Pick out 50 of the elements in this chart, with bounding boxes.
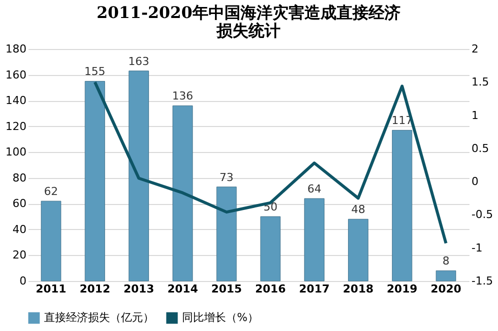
y2-tick-label: -1 xyxy=(472,241,482,254)
line-series xyxy=(93,80,448,245)
x-tick-label: 2016 xyxy=(255,282,286,296)
x-tick-label: 2014 xyxy=(167,282,198,296)
data-label: 8 xyxy=(442,254,450,268)
x-tick-label: 2012 xyxy=(80,282,110,296)
data-label: 155 xyxy=(84,65,106,78)
legend-label: 同比增长（%） xyxy=(182,311,258,324)
legend-label: 直接经济损失（亿元） xyxy=(44,311,154,324)
x-tick-label: 2019 xyxy=(386,282,418,296)
bar xyxy=(172,105,193,282)
bar xyxy=(84,80,106,282)
y2-tick-label: 0 xyxy=(472,175,478,188)
y-tick-label: 180 xyxy=(6,42,26,56)
y2-tick-label: 1 xyxy=(472,108,478,122)
x-tick-label: 2015 xyxy=(211,282,242,296)
bar xyxy=(392,130,412,282)
x-tick-label: 2017 xyxy=(299,282,330,296)
bar xyxy=(348,218,368,282)
y-tick-label: 160 xyxy=(6,68,26,82)
y-tick-label: 100 xyxy=(6,146,26,159)
data-label: 163 xyxy=(128,54,150,68)
bar xyxy=(260,216,281,282)
data-label: 48 xyxy=(351,203,366,216)
y-tick-label: 80 xyxy=(12,171,26,184)
bar xyxy=(304,198,324,282)
data-label: 73 xyxy=(220,170,234,184)
y-tick-label: 140 xyxy=(6,94,26,108)
y-tick-label: 40 xyxy=(12,222,26,236)
data-label: 62 xyxy=(44,185,58,198)
x-tick-label: 2020 xyxy=(430,282,462,296)
y2-tick-label: -1.5 xyxy=(472,274,493,288)
y-tick-label: 0 xyxy=(20,274,26,288)
x-tick-label: 2013 xyxy=(123,282,154,296)
chart-title: 2011-2020年中国海洋灾害造成直接经济损失统计 xyxy=(96,3,400,40)
y-tick-label: 60 xyxy=(12,197,26,210)
data-label: 64 xyxy=(307,182,322,196)
x-tick-label: 2018 xyxy=(342,282,374,296)
y-tick-label: 20 xyxy=(12,248,26,262)
y2-tick-label: -0.5 xyxy=(472,208,493,222)
bar xyxy=(128,70,149,282)
bar xyxy=(436,270,456,282)
y2-tick-label: 1.5 xyxy=(472,76,489,89)
bar xyxy=(40,200,62,282)
x-tick-label: 2011 xyxy=(36,282,66,296)
bar xyxy=(216,186,237,282)
y2-tick-label: 0.5 xyxy=(472,142,489,155)
data-label: 136 xyxy=(172,90,194,103)
y-tick-label: 120 xyxy=(6,120,26,133)
y2-tick-label: 2 xyxy=(472,42,478,56)
